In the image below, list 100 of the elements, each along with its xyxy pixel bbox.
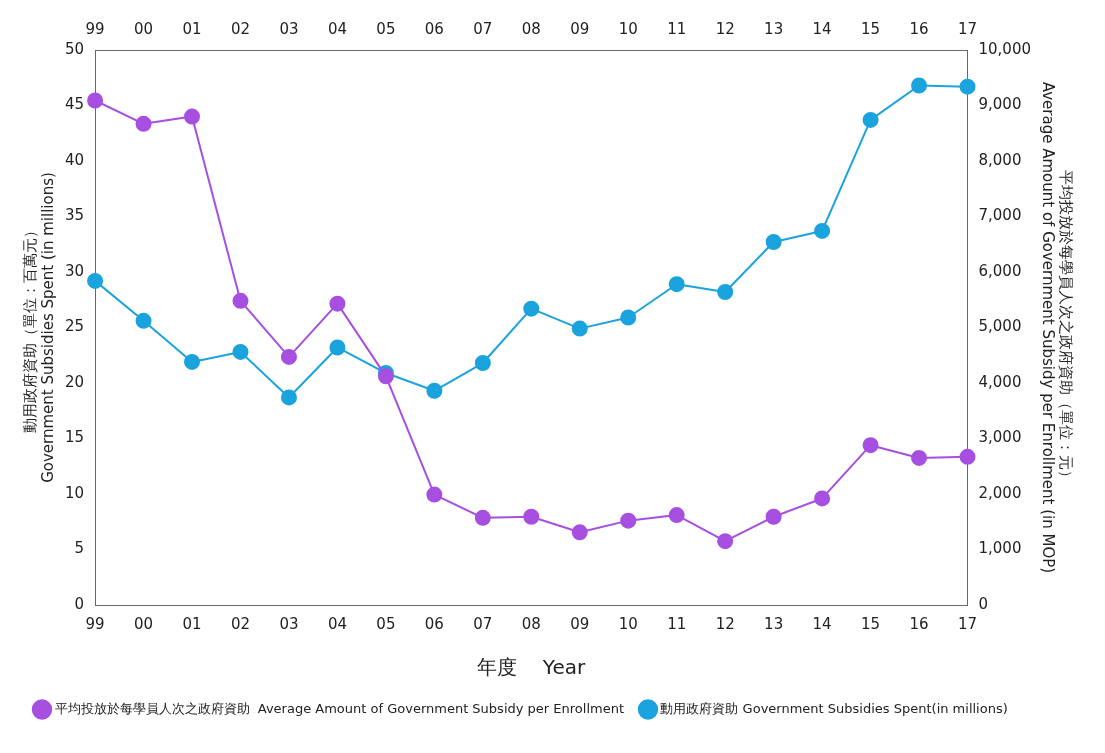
point (474, 509, 491, 526)
x-tick-label: 11 (667, 614, 687, 633)
point (959, 448, 976, 465)
category-label: 04 (327, 19, 347, 38)
point (232, 343, 249, 360)
point (280, 389, 297, 406)
x-tick-label: 16 (909, 614, 929, 633)
point (571, 320, 588, 337)
y2-tick-label: 10,000 (978, 39, 1032, 58)
point (862, 111, 879, 128)
x-tick-label: 13 (764, 614, 784, 633)
category-label: 11 (667, 19, 687, 38)
y2-tick-label: 1,000 (978, 539, 1022, 558)
y2-tick-label: 6,000 (978, 261, 1022, 280)
y-tick-label: 30 (64, 261, 85, 280)
category-label: 17 (957, 19, 978, 38)
y-tick-label: 50 (64, 39, 85, 58)
category-label: 10 (618, 19, 638, 38)
y2-tick-label: 0 (978, 594, 989, 613)
point (87, 272, 104, 289)
y-tick-label: 0 (74, 594, 85, 613)
point (668, 507, 685, 524)
x-tick-label: 17 (957, 614, 978, 633)
x-tick-label: 12 (715, 614, 735, 633)
point (620, 309, 637, 326)
y-tick-label: 20 (64, 372, 85, 391)
point (280, 348, 297, 365)
point (911, 77, 928, 94)
point (135, 312, 152, 329)
point (911, 449, 928, 466)
x-tick-label: 07 (473, 614, 493, 633)
point (571, 524, 588, 541)
point (620, 512, 637, 529)
y2-tick-label: 5,000 (978, 317, 1022, 336)
y2-tick-label: 8,000 (978, 150, 1022, 169)
y-axis-title: 動用政府資助（單位：百萬元） Government Subsidies Spent (in millions) (20, 172, 57, 483)
point (184, 353, 201, 370)
point (959, 78, 976, 95)
point (426, 382, 443, 399)
category-label: 05 (376, 19, 396, 38)
legend-label: 平均投放於每學員人次之政府資助 Average Amount of Government Subsidy per Enrollment (54, 700, 624, 716)
x-axis-title: 年度 Year (477, 655, 586, 680)
x-tick-label: 06 (424, 614, 444, 633)
point (523, 508, 540, 525)
x-tick-label: 10 (618, 614, 638, 633)
x-tick-label: 05 (376, 614, 396, 633)
category-label: 03 (279, 19, 299, 38)
point (668, 276, 685, 293)
y-tick-label: 40 (64, 150, 85, 169)
category-label: 08 (521, 19, 541, 38)
y2-tick-label: 7,000 (978, 206, 1022, 225)
point (329, 339, 346, 356)
y2-tick-label: 3,000 (978, 428, 1022, 447)
point (329, 295, 346, 312)
y-tick-label: 35 (64, 206, 85, 225)
x-tick-label: 99 (85, 614, 105, 633)
point (765, 234, 782, 251)
x-tick-label: 03 (279, 614, 299, 633)
category-label: 07 (473, 19, 493, 38)
category-label: 06 (424, 19, 444, 38)
point (232, 292, 249, 309)
y2-tick-label: 9,000 (978, 95, 1022, 114)
x-tick-label: 04 (327, 614, 347, 633)
category-label: 09 (570, 19, 590, 38)
category-label: 01 (182, 19, 202, 38)
x-tick-label: 02 (230, 614, 251, 633)
point (814, 222, 831, 239)
legend-label: 動用政府資助 Government Subsidies Spent(in millions) (660, 700, 1008, 716)
point (765, 508, 782, 525)
category-label: 16 (909, 19, 929, 38)
category-label: 99 (85, 19, 105, 38)
category-label: 15 (861, 19, 881, 38)
point (814, 490, 831, 507)
y-tick-label: 15 (64, 428, 85, 447)
point (862, 437, 879, 454)
y2-axis-title: 平均投放於每學員人次之政府資助（單位：元） Average Amount of Government Subsidy per Enrollment (in MOP) (1039, 81, 1076, 574)
category-label: 14 (812, 19, 832, 38)
point (717, 533, 734, 550)
point (426, 486, 443, 503)
y2-tick-label: 4,000 (978, 372, 1022, 391)
point (87, 92, 104, 109)
point (135, 115, 152, 132)
y-tick-label: 45 (64, 95, 85, 114)
x-tick-label: 00 (134, 614, 154, 633)
point (474, 355, 491, 372)
point (523, 300, 540, 317)
y-tick-label: 25 (64, 317, 85, 336)
category-label: 02 (230, 19, 251, 38)
x-tick-label: 09 (570, 614, 590, 633)
x-tick-label: 14 (812, 614, 832, 633)
category-label: 13 (764, 19, 784, 38)
x-tick-label: 15 (861, 614, 881, 633)
point (184, 108, 201, 125)
category-label: 12 (715, 19, 735, 38)
y-tick-label: 10 (64, 483, 85, 502)
x-tick-label: 01 (182, 614, 202, 633)
category-label: 00 (134, 19, 154, 38)
y2-tick-label: 2,000 (978, 483, 1022, 502)
point (717, 283, 734, 300)
x-tick-label: 08 (521, 614, 541, 633)
